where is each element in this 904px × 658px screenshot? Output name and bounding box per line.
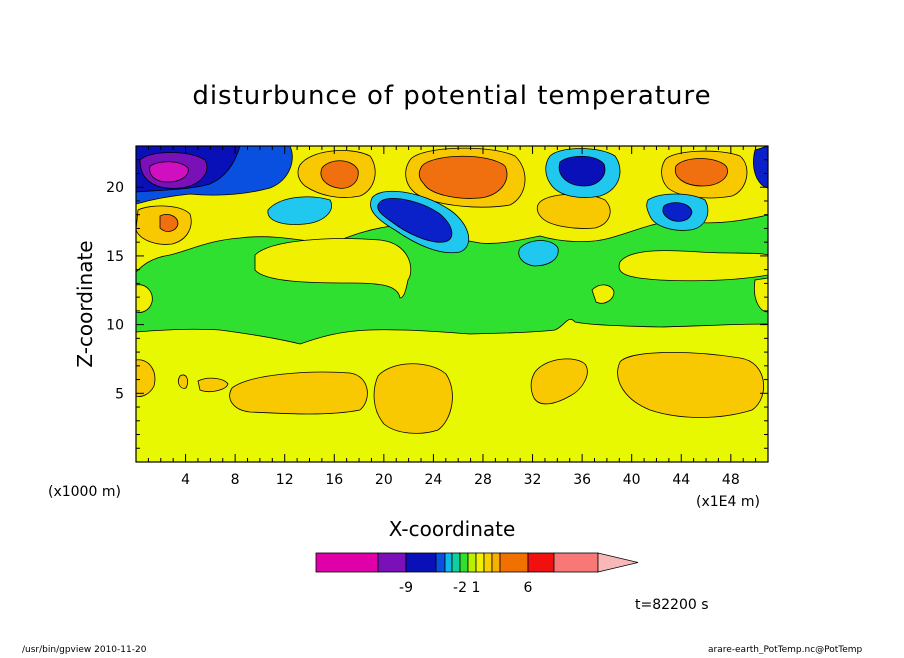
x-tick-label: 48 <box>722 472 740 488</box>
colorbar-labels: -9 -2 1 6 <box>399 580 533 596</box>
y-axis: 5 10 15 20 <box>106 159 768 449</box>
colorbar-segment <box>499 552 529 573</box>
x-tick-label: 32 <box>524 472 542 488</box>
x-tick-label: 12 <box>276 472 294 488</box>
y-tick-label: 20 <box>106 180 124 196</box>
x-unit-right: (x1E4 m) <box>696 494 760 510</box>
region-orange-blob <box>373 363 453 434</box>
region-yellow-patch <box>753 277 768 313</box>
region-blue-negative <box>267 196 332 225</box>
x-tick-label: 4 <box>181 472 190 488</box>
region-orange-blob <box>178 374 188 389</box>
x-unit-left: (x1000 m) <box>48 484 121 500</box>
colorbar-segment <box>483 552 493 573</box>
region-orange-upper-core <box>418 155 508 199</box>
x-tick-label: 28 <box>474 472 492 488</box>
x-tick-label: 44 <box>672 472 690 488</box>
region-orange-upper-core <box>320 160 359 189</box>
region-blue-negative <box>753 146 768 189</box>
region-blue-negative-core <box>662 202 693 222</box>
region-yellow-patch <box>254 238 412 299</box>
x-axis-label: X-coordinate <box>389 517 516 541</box>
colorbar-extension <box>597 552 639 573</box>
colorbar-segment <box>405 552 437 573</box>
x-tick-label: 36 <box>573 472 591 488</box>
chart-title: disturbunce of potential temperature <box>192 81 711 111</box>
region-magenta-core <box>149 161 189 183</box>
region-orange-upper-core <box>674 158 728 187</box>
y-tick-label: 5 <box>115 386 124 402</box>
region-blue-negative-core <box>558 155 606 187</box>
colorbar-segment <box>553 552 599 573</box>
colorbar-tick-label: -2 <box>453 580 467 596</box>
colorbar-segment <box>444 552 453 573</box>
region-orange-blob <box>136 359 156 397</box>
region-orange-blob <box>197 377 229 392</box>
colorbar-tick-label: -9 <box>399 580 413 596</box>
region-orange-blob <box>530 358 588 405</box>
region-orange-upper-core <box>159 214 179 232</box>
colorbar-segment <box>315 552 379 573</box>
colorbar-segment <box>491 552 501 573</box>
colorbar-tick-label: 1 <box>472 580 481 596</box>
x-axis: 4 8 12 16 20 24 28 32 36 40 44 48 <box>147 146 757 488</box>
region-yellow-patch <box>136 284 153 313</box>
region-yellow-patch <box>591 284 615 304</box>
region-blue-negative <box>518 240 559 267</box>
x-tick-label: 24 <box>424 472 442 488</box>
y-tick-label: 15 <box>106 249 124 265</box>
y-axis-label: Z-coordinate <box>73 240 97 367</box>
colorbar <box>315 552 639 573</box>
x-tick-label: 16 <box>325 472 343 488</box>
y-tick-label: 10 <box>106 318 124 334</box>
x-tick-label: 20 <box>375 472 393 488</box>
colorbar-segment <box>451 552 461 573</box>
colorbar-segment <box>377 552 407 573</box>
colorbar-segment <box>459 552 469 573</box>
contour-field <box>136 146 768 462</box>
footer-right: arare-earth_PotTemp.nc@PotTemp <box>708 645 863 654</box>
colorbar-tick-label: 6 <box>524 580 533 596</box>
region-yellow-patch <box>618 250 768 282</box>
x-tick-label: 40 <box>623 472 641 488</box>
region-orange-blob <box>617 352 765 418</box>
colorbar-segment <box>475 552 485 573</box>
x-tick-label: 8 <box>231 472 240 488</box>
colorbar-segment <box>467 552 477 573</box>
colorbar-segment <box>527 552 555 573</box>
region-blue-negative-core <box>377 198 453 243</box>
footer-left: /usr/bin/gpview 2010-11-20 <box>22 645 147 654</box>
region-orange-blob <box>229 371 368 415</box>
plot-frame <box>135 145 769 463</box>
time-label: t=82200 s <box>635 597 709 613</box>
colorbar-segment <box>435 552 446 573</box>
